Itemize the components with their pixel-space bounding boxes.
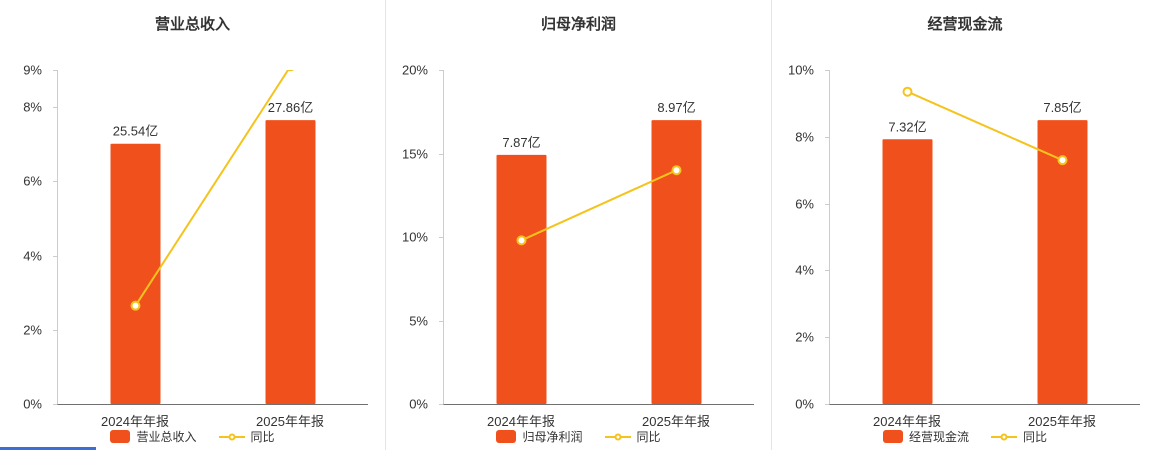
yoy-marker [1057,155,1068,166]
plot-area: 25.54亿 27.86亿 [57,70,368,405]
bar-value-label: 7.87亿 [502,135,540,150]
bar-2024年年报[interactable] [110,143,161,404]
chart-panel-revenue: 营业总收入 0% 2% 4% 6% 8% 9% 25.54亿 27.86亿 2024年年报 … [0,0,386,450]
legend: 营业总收入 同比 [0,428,385,445]
yoy-marker [902,86,913,97]
y-tick-mark [825,136,829,138]
legend-item-line[interactable]: 同比 [991,428,1047,445]
y-tick-label: 4% [795,262,814,278]
plot-area: 7.87亿 8.97亿 [443,70,754,405]
chart-panel-net-profit: 归母净利润 0% 5% 10% 15% 20% 7.87亿 8.97亿 2024年年报 2… [386,0,772,450]
line-circle-icon [218,433,245,440]
y-tick-label: 0% [23,396,42,412]
bar-2024年年报[interactable] [882,139,933,404]
y-tick-mark [53,255,57,257]
bar-value-label: 7.85亿 [1043,100,1081,115]
y-tick-mark [825,70,829,71]
chart-title: 归母净利润 [540,16,616,33]
y-tick-mark [53,404,57,405]
y-tick-mark [439,320,443,322]
legend-item-bar[interactable]: 营业总收入 [110,428,197,445]
y-axis: 0% 2% 4% 6% 8% 10% [772,63,822,412]
bar-swatch-icon [110,430,131,443]
bar-value-label: 27.86亿 [268,100,314,115]
y-tick-label: 6% [795,196,814,212]
legend-item-line[interactable]: 同比 [218,428,275,445]
bar-2025年年报[interactable] [1037,120,1088,404]
y-tick-label: 2% [23,322,42,338]
y-tick-label: 8% [23,99,42,115]
bar-value-label: 25.54亿 [113,124,159,139]
legend-label: 经营现金流 [908,430,969,444]
y-tick-label: 0% [795,396,814,412]
legend: 经营现金流 同比 [772,428,1158,445]
legend-label: 同比 [1023,430,1048,444]
x-axis-label: 2025年年报 [256,414,324,429]
y-tick-label: 15% [401,146,428,161]
legend-label: 营业总收入 [136,430,197,444]
bar-2024年年报[interactable] [496,154,547,404]
y-tick-label: 9% [23,62,42,78]
legend: 归母净利润 同比 [386,428,771,445]
y-tick-mark [53,70,57,71]
bar-swatch-icon [882,430,903,443]
y-tick-mark [439,153,443,155]
bar-swatch-icon [496,430,517,443]
y-tick-label: 5% [409,313,428,328]
yoy-marker [671,165,682,176]
yoy-line [907,90,1063,162]
y-tick-label: 0% [409,396,428,412]
line-circle-icon [604,433,631,440]
y-tick-label: 6% [23,173,42,189]
y-tick-label: 20% [401,62,428,78]
plot-canvas: 7.87亿 8.97亿 [496,100,702,404]
y-tick-label: 8% [795,129,814,145]
plot-canvas: 25.54亿 27.86亿 [110,70,316,404]
y-tick-label: 10% [401,229,428,245]
x-axis-label: 2024年年报 [101,414,169,429]
bar-value-label: 7.32亿 [888,119,926,134]
y-tick-mark [825,270,829,272]
plot-area: 7.32亿 7.85亿 [829,70,1140,405]
y-tick-mark [825,203,829,205]
yoy-line [134,70,290,307]
legend-label: 同比 [250,430,275,444]
y-tick-mark [53,181,57,183]
y-tick-mark [439,70,443,71]
y-tick-mark [825,404,829,405]
yoy-marker [130,300,141,311]
x-axis-label: 2025年年报 [642,414,710,429]
x-axis-label: 2024年年报 [487,414,555,429]
yoy-line [521,169,677,242]
line-circle-icon [991,433,1017,440]
y-tick-label: 10% [787,62,814,78]
chart-title: 营业总收入 [154,16,230,33]
y-tick-mark [439,404,443,405]
y-axis: 0% 2% 4% 6% 8% 9% [0,63,50,412]
x-axis-label: 2024年年报 [873,414,941,429]
legend-label: 同比 [636,430,661,444]
y-tick-mark [53,329,57,331]
x-axis-label: 2025年年报 [1028,414,1096,429]
y-tick-label: 4% [23,248,42,264]
legend-item-bar[interactable]: 归母净利润 [496,428,583,445]
y-tick-mark [53,107,57,109]
plot-canvas: 7.32亿 7.85亿 [882,86,1088,404]
chart-panel-cash-flow: 经营现金流 0% 2% 4% 6% 8% 10% 7.32亿 7.85亿 2024年年报 2… [772,0,1158,450]
bar-2025年年报[interactable] [265,120,316,404]
bottom-left-blue-strip [0,447,96,450]
bar-value-label: 8.97亿 [657,100,695,115]
y-tick-mark [439,237,443,238]
legend-label: 归母净利润 [522,430,583,444]
legend-item-bar[interactable]: 经营现金流 [882,428,969,445]
chart-title: 经营现金流 [927,16,1003,33]
y-axis: 0% 5% 10% 15% 20% [386,63,436,412]
legend-item-line[interactable]: 同比 [604,428,661,445]
yoy-marker [516,235,527,246]
y-tick-mark [825,337,829,339]
bar-2025年年报[interactable] [651,120,702,404]
y-tick-label: 2% [795,329,814,345]
